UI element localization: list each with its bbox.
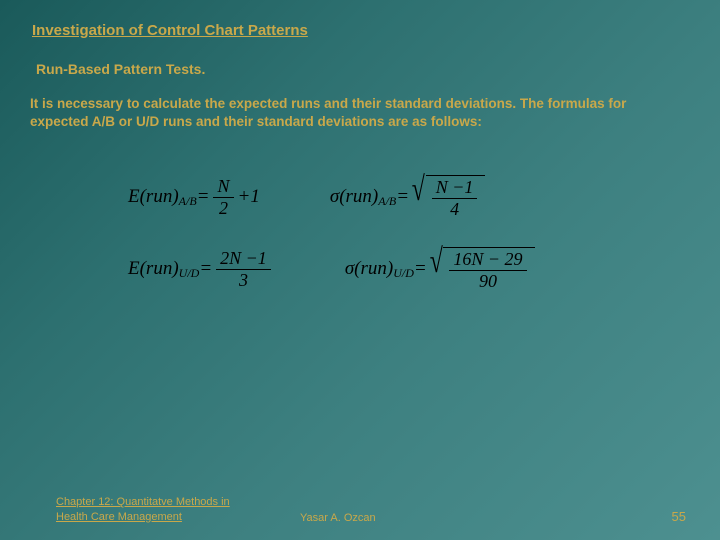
formula-sigma-ud: σ(run)U/D = √ 16N − 29 90 [345, 247, 535, 291]
plus-one: +1 [238, 186, 260, 208]
sigma-label2: σ(run) [345, 258, 393, 280]
num-n: N [213, 177, 233, 196]
sqrt-ud: √ 16N − 29 90 [427, 247, 535, 291]
slide-title: Investigation of Control Chart Patterns [0, 0, 720, 39]
equals3: = [199, 258, 212, 280]
frac-n-over-2: N 2 [213, 177, 233, 218]
formula-row-ud: E(run)U/D = 2N −1 3 σ(run)U/D = √ 16N − … [128, 247, 720, 291]
footer-author: Yasar A. Ozcan [260, 512, 672, 524]
slide-subtitle: Run-Based Pattern Tests. [0, 39, 720, 77]
formula-sigma-ab: σ(run)A/B = √ N −1 4 [330, 175, 486, 219]
equals4: = [414, 258, 427, 280]
sub-ab: A/B [179, 194, 197, 209]
body-paragraph: It is necessary to calculate the expecte… [0, 77, 720, 131]
footer: Chapter 12: Quantitatve Methods in Healt… [0, 495, 720, 524]
den-3: 3 [235, 271, 252, 290]
den-2: 2 [215, 199, 232, 218]
formula-block: E(run)A/B = N 2 +1 σ(run)A/B = √ N −1 4 [0, 131, 720, 291]
erun-label2: E(run) [128, 258, 179, 280]
formula-erun-ab: E(run)A/B = N 2 +1 [128, 177, 260, 218]
formula-row-ab: E(run)A/B = N 2 +1 σ(run)A/B = √ N −1 4 [128, 175, 720, 219]
footer-chapter: Chapter 12: Quantitatve Methods in Healt… [0, 495, 260, 524]
sub-ud: U/D [179, 266, 200, 281]
sub-ud2: U/D [393, 266, 414, 281]
formula-erun-ud: E(run)U/D = 2N −1 3 [128, 249, 275, 290]
sqrt-sign2: √ [430, 247, 443, 291]
footer-page: 55 [672, 509, 720, 524]
num-2n1: 2N −1 [216, 249, 271, 268]
sigma-label: σ(run) [330, 186, 378, 208]
sqrt-sign: √ [412, 175, 425, 219]
den-90: 90 [475, 272, 501, 291]
frac-16n29-90: 16N − 29 90 [449, 250, 526, 291]
num-nminus1: N −1 [432, 178, 478, 197]
sqrt-ab: √ N −1 4 [409, 175, 485, 219]
num-16n29: 16N − 29 [449, 250, 526, 269]
sub-ab2: A/B [378, 194, 396, 209]
equals2: = [396, 186, 409, 208]
den-4: 4 [446, 200, 463, 219]
equals: = [197, 186, 210, 208]
erun-label: E(run) [128, 186, 179, 208]
frac-2n1-3: 2N −1 3 [216, 249, 271, 290]
frac-nminus1-4: N −1 4 [432, 178, 478, 219]
